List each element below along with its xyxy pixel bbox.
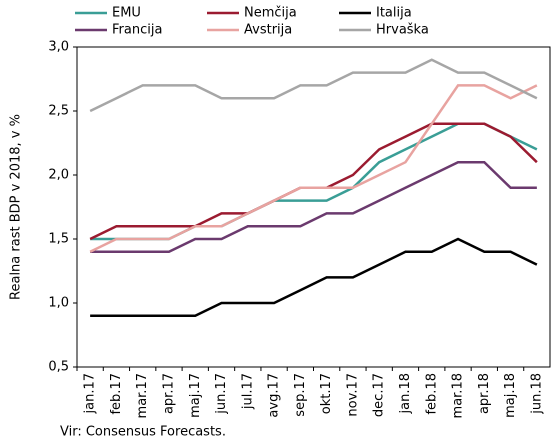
- x-tick-label: okt.17: [319, 373, 334, 414]
- x-tick-label: jan.17: [83, 373, 98, 415]
- series-line: [89, 84, 538, 253]
- x-tick-label: maj.17: [188, 373, 203, 418]
- x-tick-label: maj.18: [503, 373, 518, 418]
- series-line: [89, 122, 538, 241]
- source: Vir: Consensus Forecasts.: [60, 425, 226, 440]
- legend-label: EMU: [112, 6, 141, 21]
- y-tick-label: 2,0: [48, 168, 69, 183]
- x-tick-label: mar.17: [135, 373, 150, 418]
- x-tick-label: feb.17: [109, 373, 124, 415]
- y-tick-label: 1,5: [48, 232, 69, 247]
- legend-label: Nemčija: [244, 6, 297, 21]
- y-tick-label: 3,0: [48, 40, 69, 55]
- x-tick-label: jan.18: [398, 373, 413, 415]
- legend-label: Hrvaška: [376, 23, 429, 38]
- plot-frame: [76, 46, 551, 368]
- x-tick-label: sep.17: [293, 373, 308, 417]
- x-tick-label: feb.18: [424, 373, 439, 415]
- x-tick-label: jun.17: [214, 373, 229, 415]
- x-tick-label: jun.18: [529, 373, 544, 415]
- y-tick-label: 0,5: [48, 360, 69, 375]
- legend-label: Avstrija: [244, 23, 292, 38]
- legend-label: Italija: [376, 6, 412, 21]
- x-tick-label: nov.17: [345, 373, 360, 417]
- series-line: [90, 160, 537, 254]
- series-line: [90, 122, 538, 241]
- x-tick-label: dec.17: [372, 373, 387, 417]
- x-tick-label: apr.17: [161, 373, 176, 414]
- y-tick-label: 2,5: [48, 104, 69, 119]
- x-tick-label: avg.17: [267, 373, 282, 418]
- y-axis-label: Realna rast BDP v 2018, v %: [9, 114, 24, 300]
- series-line: [90, 237, 538, 318]
- x-tick-label: apr.18: [477, 373, 492, 414]
- legend-label: Francija: [112, 23, 162, 38]
- x-tick-label: mar.18: [451, 373, 466, 418]
- y-tick-label: 1,0: [48, 296, 69, 311]
- series-line: [89, 58, 538, 113]
- x-tick-label: jul.17: [240, 373, 255, 410]
